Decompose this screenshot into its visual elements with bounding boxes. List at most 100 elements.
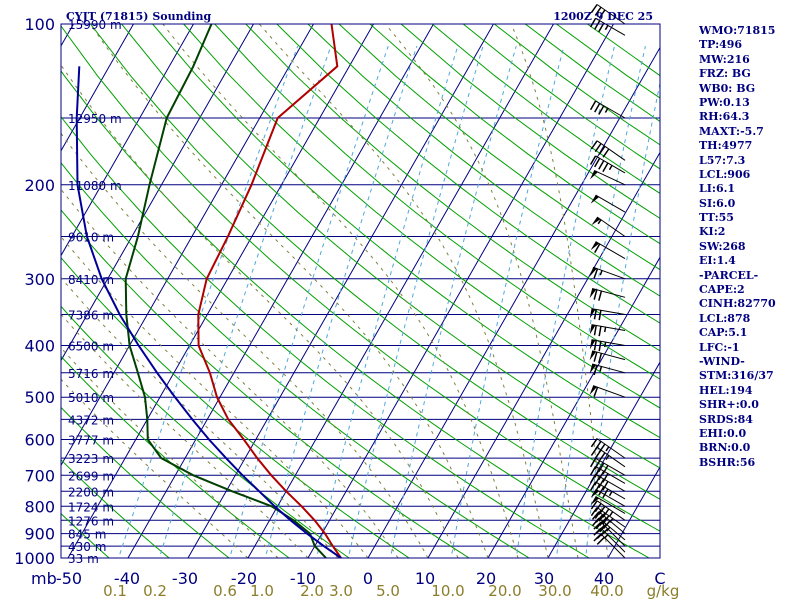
isotherm-line	[127, 24, 435, 558]
height-label: 2200 m	[68, 485, 114, 499]
wind-barb-half-flag	[603, 326, 607, 333]
wind-barb	[589, 266, 626, 280]
wind-barb	[589, 350, 626, 364]
wind-barb-flag	[594, 503, 602, 513]
wind-barb-pennant	[589, 364, 597, 374]
wind-barb-pennant	[589, 267, 597, 277]
mixing-ratio-label: 30.0	[538, 582, 571, 600]
dry-adiabat-line	[152, 24, 660, 439]
wind-barb-staff	[592, 266, 626, 280]
wind-barb-flag	[593, 340, 597, 351]
wind-barb-flag	[590, 507, 598, 517]
index-item: EI:1.4	[699, 254, 736, 268]
moist-adiabat-line	[61, 313, 309, 558]
index-item: KI:2	[699, 225, 726, 239]
index-item: LCL:906	[699, 167, 751, 181]
isotherm-line	[61, 24, 195, 257]
temperature-tick-label: -50	[56, 569, 82, 588]
index-item: SRDS:84	[699, 412, 753, 426]
wind-barb-half-flag	[609, 518, 614, 523]
wind-barb	[589, 100, 626, 119]
wind-barb	[591, 216, 626, 237]
wind-barb-half-flag	[608, 491, 613, 497]
index-item: SI:6.0	[699, 196, 736, 210]
pressure-tick-label: 200	[24, 176, 55, 195]
dry-adiabat-line	[214, 24, 660, 380]
temperature-tick-label: -20	[231, 569, 257, 588]
temperature-tick-label: 10	[415, 569, 435, 588]
temperature-tick-label: C	[654, 569, 665, 588]
wind-barb-pennant	[589, 324, 596, 335]
wind-barb	[589, 155, 626, 174]
wind-barb-flag	[594, 476, 601, 486]
index-item: EHI:0.0	[699, 426, 747, 440]
index-item: BRN:0.0	[699, 441, 751, 455]
dewpoint-profile-line	[124, 24, 327, 558]
wind-barb-flag	[598, 443, 606, 453]
height-label: 6500 m	[68, 340, 114, 354]
index-item: LFC:-1	[699, 340, 740, 354]
wind-barb-flag	[600, 528, 609, 537]
wind-barb-staff	[595, 495, 626, 514]
wind-barb-flag	[591, 511, 600, 520]
wind-barb-flag	[594, 103, 601, 113]
wind-barb-half-flag	[605, 455, 610, 461]
wind-barb	[590, 241, 626, 260]
wind-barb-flag	[594, 460, 601, 470]
wind-barb-flag	[598, 22, 605, 33]
wind-barb-flag	[594, 6, 602, 16]
index-item: CAPE:2	[699, 283, 745, 297]
pressure-tick-label: 500	[24, 388, 55, 407]
sounding-indices-panel: WMO:71815 TP:496 MW:216 FRZ: BG WB0: BG PW:0.…	[699, 24, 776, 470]
wind-barb-flag	[602, 488, 609, 499]
wind-barb-flag	[589, 473, 597, 484]
mixing-ratio-label: 20.0	[488, 582, 521, 600]
wind-barb-half-flag	[608, 165, 613, 171]
wind-barb	[590, 169, 626, 186]
wind-barb-staff	[596, 140, 626, 161]
sounding-time: 1200Z 9 DEC 25	[553, 10, 653, 23]
wind-barb-staff	[592, 350, 626, 361]
dry-adiabat-line	[61, 305, 350, 558]
wind-barb-staff	[591, 324, 626, 331]
wind-barb-flag	[598, 512, 606, 522]
wind-barb-staff	[592, 385, 626, 398]
pressure-unit-label: mb	[31, 569, 57, 588]
mixing-ratio-line	[555, 45, 646, 558]
wind-barb-flag	[594, 143, 602, 153]
isotherm-line	[607, 466, 660, 558]
dry-adiabat-line	[307, 24, 660, 297]
height-label: 430 m	[68, 540, 106, 554]
wind-barb-flag	[602, 162, 609, 173]
wind-barb-flag	[594, 243, 601, 253]
wind-barb-flag	[602, 481, 609, 491]
wind-barb-staff	[592, 288, 626, 298]
height-label: 2699 m	[68, 469, 114, 483]
pressure-tick-label: 700	[24, 466, 55, 485]
mixing-ratio-line	[118, 45, 299, 558]
wind-barb	[590, 500, 626, 521]
wind-barb-pennant	[589, 339, 596, 350]
dry-adiabat-line	[121, 24, 660, 469]
wind-barb	[590, 495, 626, 514]
wind-barb-staff	[591, 339, 626, 346]
wind-barb-half-flag	[605, 446, 610, 452]
wind-barb-flag	[595, 514, 604, 523]
wind-barb-half-flag	[597, 219, 602, 225]
dry-adiabat-line	[276, 24, 660, 324]
pressure-tick-label: 1000	[14, 549, 55, 568]
dry-adiabat-line	[61, 70, 651, 558]
wind-barb-flag	[589, 100, 597, 111]
temperature-tick-label: 30	[534, 569, 554, 588]
wind-barb	[589, 288, 626, 301]
wind-barb	[589, 385, 626, 398]
parcel-profile-line	[75, 66, 342, 558]
dry-adiabat-line	[61, 161, 531, 558]
wind-barb-flag	[589, 17, 597, 28]
wind-barb-flag	[602, 473, 609, 483]
wind-barb-flag	[593, 365, 598, 376]
wind-barb-half-flag	[603, 534, 609, 539]
wind-barb-flag	[593, 268, 599, 279]
wind-barb-staff	[593, 169, 626, 186]
wind-barb-flag	[589, 457, 597, 468]
